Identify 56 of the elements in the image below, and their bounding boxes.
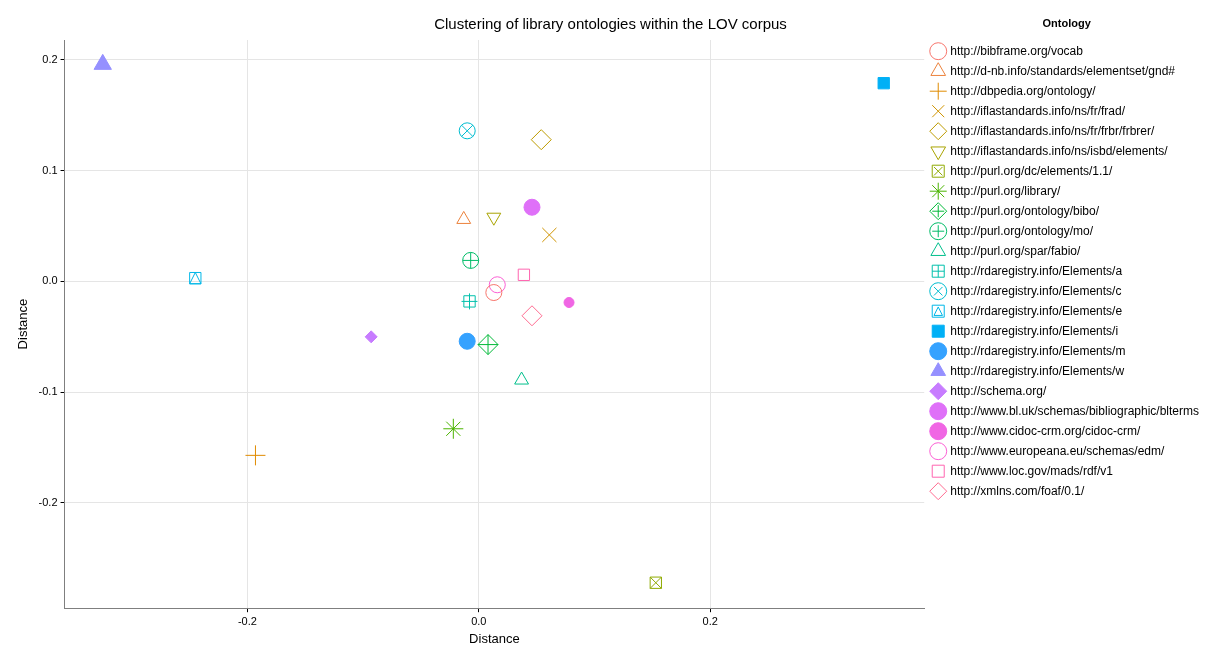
legend-label: http://dbpedia.org/ontology/ bbox=[950, 83, 1097, 98]
point bbox=[442, 418, 464, 440]
point bbox=[477, 334, 499, 356]
legend-label: http://www.europeana.eu/schemas/edm/ bbox=[950, 443, 1166, 458]
legend-label: http://purl.org/dc/elements/1.1/ bbox=[950, 163, 1113, 178]
point bbox=[364, 330, 378, 344]
legend-label: http://rdaregistry.info/Elements/a bbox=[950, 263, 1123, 278]
legend-label: http://schema.org/ bbox=[950, 383, 1047, 398]
point bbox=[649, 576, 662, 589]
y-tick-label: 0.0 bbox=[42, 274, 58, 287]
legend-label: http://rdaregistry.info/Elements/m bbox=[950, 343, 1126, 358]
point bbox=[462, 251, 480, 269]
legend-label: http://xmlns.com/foaf/0.1/ bbox=[950, 483, 1085, 498]
x-tick-label: -0.2 bbox=[237, 614, 257, 627]
y-tick-label: -0.1 bbox=[38, 385, 58, 398]
legend-label: http://www.loc.gov/mads/rdf/v1 bbox=[950, 463, 1114, 478]
point bbox=[458, 332, 476, 350]
point bbox=[877, 77, 890, 90]
x-axis-title: Distance bbox=[469, 630, 520, 646]
point bbox=[189, 271, 202, 285]
legend-label: http://rdaregistry.info/Elements/w bbox=[950, 363, 1125, 378]
legend-title: Ontology bbox=[1042, 16, 1092, 29]
legend-label: http://iflastandards.info/ns/isbd/elements/ bbox=[950, 143, 1169, 158]
legend-label: http://rdaregistry.info/Elements/i bbox=[950, 323, 1119, 338]
legend-label: http://d-nb.info/standards/elementset/gnd# bbox=[950, 63, 1176, 78]
point bbox=[523, 198, 541, 216]
y-tick-label: 0.1 bbox=[42, 163, 58, 176]
x-tick-label: 0.0 bbox=[471, 614, 487, 627]
point bbox=[458, 122, 476, 140]
point bbox=[488, 276, 506, 294]
legend-label: http://iflastandards.info/ns/fr/frad/ bbox=[950, 103, 1126, 118]
legend-label: http://purl.org/library/ bbox=[950, 183, 1061, 198]
point bbox=[485, 284, 503, 302]
legend-label: http://purl.org/spar/fabio/ bbox=[950, 243, 1081, 258]
point bbox=[521, 305, 543, 327]
y-axis-title: Distance bbox=[15, 298, 31, 350]
point bbox=[244, 444, 266, 466]
legend-label: http://rdaregistry.info/Elements/c bbox=[950, 283, 1122, 298]
y-tick-label: 0.2 bbox=[42, 52, 58, 65]
chart-title: Clustering of library ontologies within the LOV corpus bbox=[434, 15, 787, 33]
legend-label: http://purl.org/ontology/bibo/ bbox=[950, 203, 1100, 218]
point bbox=[563, 297, 575, 308]
legend-label: http://rdaregistry.info/Elements/e bbox=[950, 303, 1123, 318]
point bbox=[517, 268, 531, 281]
x-tick-label: 0.2 bbox=[702, 614, 718, 627]
legend-label: http://bibframe.org/vocab bbox=[950, 43, 1084, 58]
point bbox=[541, 227, 557, 243]
point bbox=[461, 292, 479, 310]
legend-label: http://purl.org/ontology/mo/ bbox=[950, 223, 1094, 238]
legend-label: http://www.cidoc-crm.org/cidoc-crm/ bbox=[950, 423, 1141, 438]
legend-label: http://www.bl.uk/schemas/bibliographic/blterms bbox=[950, 403, 1200, 418]
point bbox=[530, 129, 552, 151]
point bbox=[486, 212, 502, 226]
legend-label: http://iflastandards.info/ns/fr/frbr/frbrer/ bbox=[950, 123, 1155, 138]
point bbox=[514, 371, 530, 385]
y-tick-label: -0.2 bbox=[38, 496, 58, 509]
